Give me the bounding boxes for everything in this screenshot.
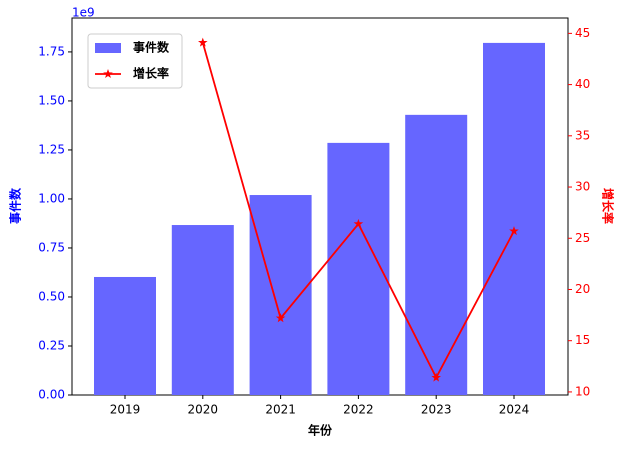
y-tick-label: 1.75 — [38, 44, 65, 58]
bar — [405, 114, 468, 396]
marker — [509, 226, 519, 236]
y-tick-label: 0.00 — [38, 388, 65, 402]
y2-axis-label: 增长率 — [601, 188, 616, 224]
x-axis-label: 年份 — [308, 423, 333, 438]
x-tick-label: 2024 — [499, 403, 530, 417]
legend-label: 增长率 — [133, 66, 169, 81]
legend-label: 事件数 — [133, 40, 170, 55]
y-axis-label: 事件数 — [8, 187, 23, 224]
marker — [275, 313, 286, 323]
marker — [353, 218, 364, 228]
y-tick-label: 1.25 — [38, 142, 65, 156]
bar — [94, 276, 156, 395]
y2-tick-label: 40 — [575, 77, 590, 91]
x-tick-label: 2023 — [421, 403, 452, 417]
y2-tick-label: 15 — [575, 333, 590, 347]
marker — [431, 372, 441, 382]
x-tick-label: 2019 — [110, 403, 141, 417]
y-tick-label: 0.75 — [38, 240, 65, 254]
bar — [171, 225, 234, 395]
y-tick-label: 1.50 — [38, 93, 65, 107]
x-tick-label: 2021 — [265, 403, 296, 417]
y2-tick-label: 35 — [575, 128, 590, 142]
legend-marker — [103, 69, 113, 78]
y-tick-label: 0.50 — [38, 289, 65, 303]
y-tick-label: 0.25 — [38, 338, 65, 352]
marker — [198, 37, 208, 47]
y-offset-label: 1e9 — [72, 6, 95, 20]
y2-tick-label: 10 — [575, 384, 590, 398]
plot-frame — [71, 17, 569, 396]
bar — [483, 42, 545, 396]
y2-tick-label: 45 — [575, 26, 590, 40]
bar — [249, 195, 312, 395]
legend-swatch — [95, 43, 121, 53]
bar — [327, 142, 390, 395]
y2-tick-label: 30 — [575, 180, 590, 194]
x-tick-label: 2020 — [188, 403, 219, 417]
y2-tick-label: 20 — [575, 282, 590, 296]
y2-tick-label: 25 — [575, 231, 590, 245]
x-tick-label: 2022 — [343, 403, 374, 417]
y-tick-label: 1.00 — [38, 191, 65, 205]
